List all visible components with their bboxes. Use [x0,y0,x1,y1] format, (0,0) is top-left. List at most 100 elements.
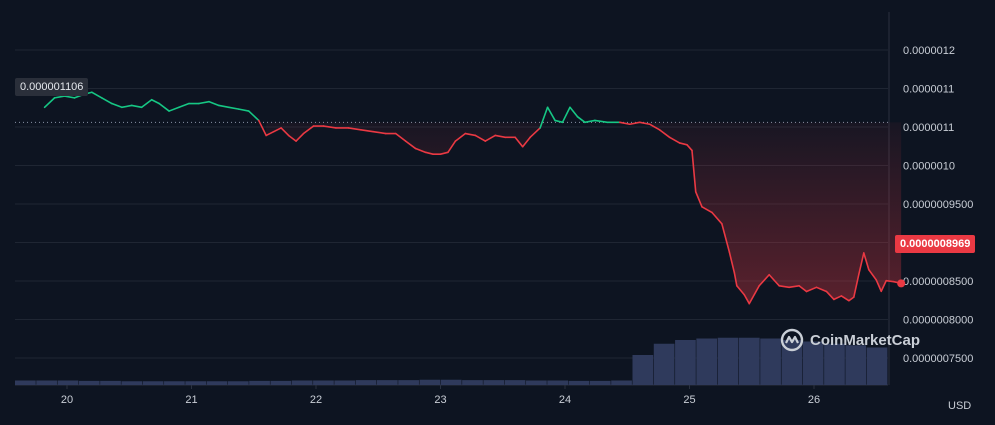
price-segment [140,98,153,109]
price-segment [484,134,497,142]
price-segment [576,115,586,124]
volume-bar [185,381,207,385]
volume-bar [121,381,143,385]
price-segment [120,104,133,109]
price-segment [424,151,434,155]
price-segment [648,123,661,131]
price-segment [594,119,609,124]
y-tick-label: 0.0000010 [903,161,955,173]
price-segment [447,140,457,154]
volume-bar [206,381,228,385]
price-segment [360,129,375,133]
reference-price-label: 0.000001106 [15,78,89,96]
coinmarketcap-logo-icon [780,328,804,352]
volume-bars [15,337,888,385]
price-segment [454,132,467,142]
volume-bar [398,380,419,385]
price-segment [439,151,449,155]
price-segment [529,127,541,139]
price-segment [474,134,487,142]
x-tick-label: 23 [434,394,446,406]
price-segment [111,102,123,109]
x-tick-label: 26 [808,394,820,406]
price-segment [798,284,808,293]
price-segment [848,296,855,302]
volume-bar [100,380,121,385]
volume-bar [462,380,483,385]
price-segment [658,129,671,139]
price-segment [584,119,596,124]
price-segment [208,100,220,107]
price-segment [788,284,800,289]
x-tick-label: 24 [559,394,571,406]
volume-bar [781,340,803,385]
volume-bar [504,380,526,385]
watermark: CoinMarketCap [780,328,920,352]
volume-bar [589,380,611,385]
volume-bar [802,341,824,385]
price-segment [885,279,895,283]
x-tick-label: 20 [61,394,73,406]
price-segment [875,279,883,293]
y-axis: 0.0000012 0.0000011 0.0000011 0.0000010 0.00… [903,45,973,365]
price-segment [130,104,143,109]
price-segment [701,205,713,214]
price-segment [853,273,860,298]
price-segment [178,102,190,109]
price-segment [168,106,180,112]
price-segment [218,104,230,109]
price-segment [686,143,693,152]
price-segment [91,91,103,99]
price-segment [546,106,556,122]
volume-bar [824,343,845,385]
x-tick-label: 25 [683,394,695,406]
volume-bar [717,337,739,385]
volume-bar [483,380,505,385]
volume-bar [270,380,292,385]
volume-bar [57,380,79,385]
price-segment [521,136,531,148]
price-segment [238,108,250,112]
volume-bar [78,380,100,385]
volume-bar [866,347,888,385]
price-segment [198,100,210,105]
volume-bar [355,380,377,385]
price-segment [322,125,337,129]
price-segment [539,106,549,129]
price-segment [464,132,477,137]
price-segment [833,295,843,301]
price-segment [228,106,240,110]
price-segment [257,119,268,137]
volume-bar [419,379,441,385]
price-segment [778,284,790,289]
volume-bar [675,340,696,385]
volume-bar [440,379,462,385]
price-segment [302,125,315,135]
volume-bar [568,380,590,385]
price-segment [711,211,723,225]
price-segment [618,121,631,126]
volume-bar [632,355,654,385]
price-segment [569,106,579,118]
price-segment [295,132,305,142]
price-segment [880,279,888,293]
price-segment [247,110,260,122]
y-tick-label: 0.0000009500 [903,199,973,211]
watermark-brand: CoinMarketCap [810,331,921,349]
price-segment [638,121,651,126]
volume-bar [249,380,270,385]
volume-bar [653,343,675,385]
volume-bar [36,380,57,385]
price-segment [628,121,641,126]
price-segment [694,190,703,208]
volume-bar [313,380,334,385]
price-segment [668,136,681,144]
price-segment [43,97,56,109]
volume-bar [164,381,185,385]
currency-unit: USD [948,400,972,412]
price-segment [678,142,688,146]
price-segment [743,293,751,305]
price-segment [758,273,770,287]
x-axis: 20 21 22 23 24 25 26 [61,385,820,406]
